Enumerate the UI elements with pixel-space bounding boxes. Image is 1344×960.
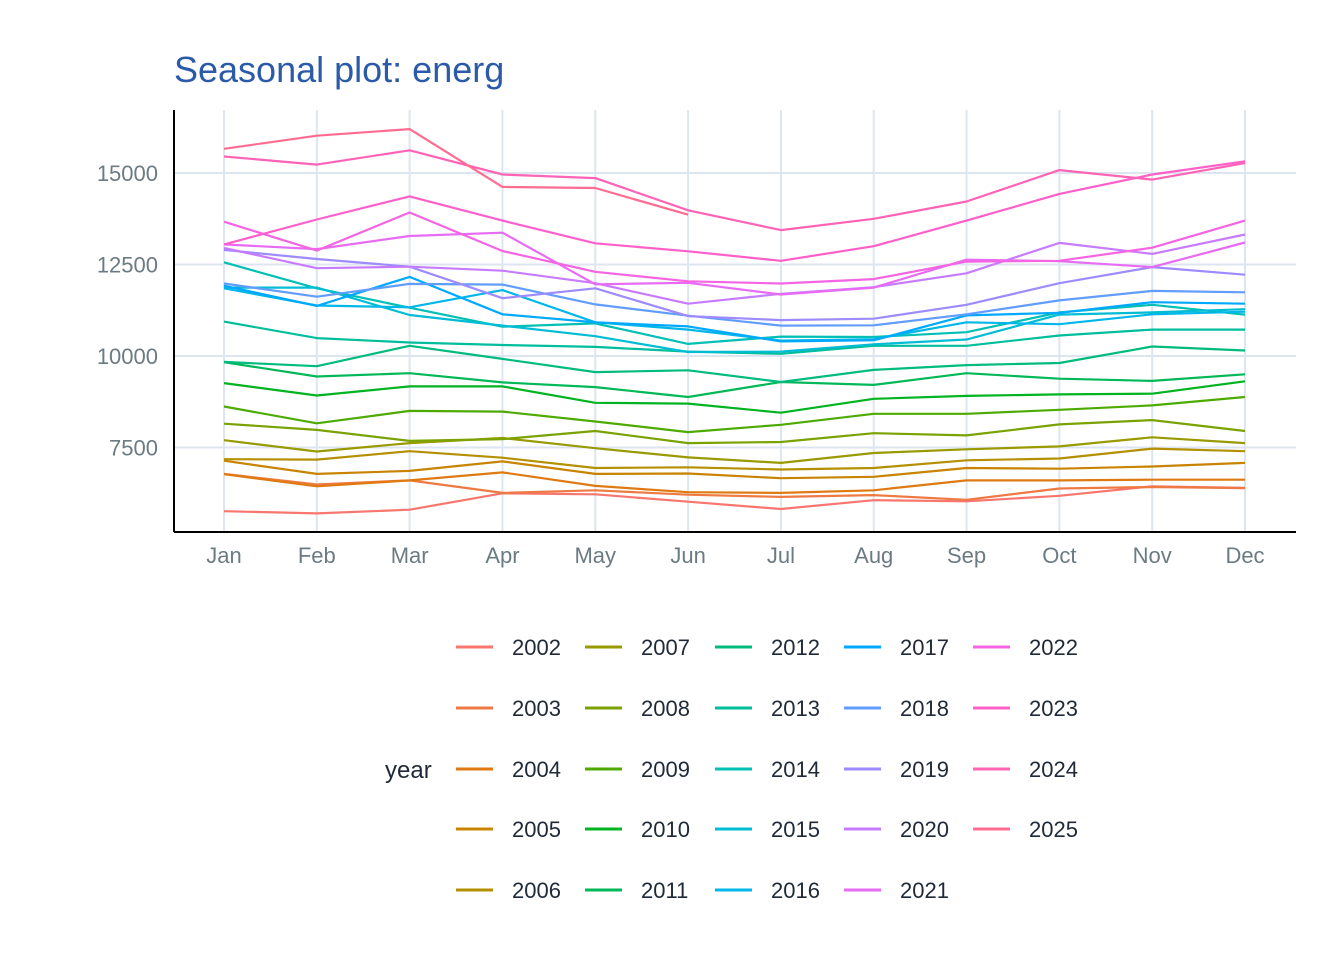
- series-line-2010: [223, 380, 1246, 414]
- legend-label: 2003: [512, 696, 561, 721]
- series-line-2024: [223, 149, 1246, 232]
- series-line-2013: [223, 320, 1245, 355]
- chart-title: Seasonal plot: energ: [174, 49, 504, 90]
- series-line-2003: [223, 472, 1246, 501]
- x-tick-label: Dec: [1225, 543, 1264, 568]
- legend-label: 2007: [641, 635, 690, 660]
- series-line-2007: [223, 436, 1246, 464]
- y-tick-label: 15000: [97, 161, 158, 186]
- series-line-2015: [224, 286, 1246, 354]
- y-axis-ticks: 7500 10000 12500 15000: [97, 161, 158, 461]
- x-tick-label: Nov: [1133, 543, 1172, 568]
- legend-label: 2015: [771, 817, 820, 842]
- legend-label: 2004: [512, 757, 561, 782]
- legend-label: 2008: [641, 696, 690, 721]
- legend-label: 2002: [512, 635, 561, 660]
- legend-label: 2024: [1029, 757, 1078, 782]
- series-line-2008: [223, 419, 1246, 445]
- legend: year 2002 2003 2004 2005 2006 2007 2008 2009 201…: [385, 635, 1078, 903]
- x-tick-label: Oct: [1042, 543, 1076, 568]
- x-tick-label: Feb: [298, 543, 336, 568]
- legend-label: 2017: [900, 635, 949, 660]
- legend-label: 2014: [771, 757, 820, 782]
- legend-label: 2009: [641, 757, 690, 782]
- legend-label: 2020: [900, 817, 949, 842]
- legend-label: 2006: [512, 878, 561, 903]
- legend-label: 2023: [1029, 696, 1078, 721]
- series-line-2017: [223, 275, 1246, 343]
- x-tick-label: Jul: [767, 543, 795, 568]
- series-line-2009: [223, 395, 1246, 434]
- legend-label: 2016: [771, 878, 820, 903]
- series-line-2016: [223, 287, 1246, 342]
- legend-label: 2019: [900, 757, 949, 782]
- x-tick-label: Mar: [391, 543, 429, 568]
- y-tick-label: 12500: [97, 253, 158, 278]
- x-tick-label: Aug: [854, 543, 893, 568]
- x-tick-label: Jun: [670, 543, 705, 568]
- legend-title: year: [385, 757, 432, 784]
- x-tick-label: Jan: [206, 543, 241, 568]
- series-line-2006: [223, 447, 1246, 471]
- legend-label: 2013: [771, 696, 820, 721]
- x-axis-ticks: Jan Feb Mar Apr May Jun Jul Aug Sep Oct Nov Dec: [206, 543, 1264, 568]
- series-line-2004: [223, 471, 1245, 494]
- series-lines: [223, 128, 1246, 515]
- legend-label: 2018: [900, 696, 949, 721]
- series-line-2012: [223, 344, 1246, 384]
- legend-label: 2012: [771, 635, 820, 660]
- legend-label: 2025: [1029, 817, 1078, 842]
- y-tick-label: 7500: [109, 436, 158, 461]
- series-line-2020: [223, 233, 1246, 305]
- x-tick-label: Apr: [485, 543, 519, 568]
- series-line-2022: [223, 211, 1246, 285]
- series-line-2018: [223, 282, 1246, 327]
- y-tick-label: 10000: [97, 344, 158, 369]
- legend-label: 2022: [1029, 635, 1078, 660]
- legend-label: 2010: [641, 817, 690, 842]
- series-line-2014: [223, 261, 1246, 345]
- x-tick-label: May: [574, 543, 616, 568]
- series-line-2021: [223, 231, 1246, 296]
- series-line-2005: [223, 459, 1246, 480]
- legend-label: 2021: [900, 878, 949, 903]
- series-line-2002: [223, 485, 1246, 515]
- series-line-2023: [223, 160, 1246, 262]
- series-line-2011: [223, 361, 1246, 399]
- series-line-2019: [223, 248, 1246, 322]
- series-line-2025: [223, 128, 689, 216]
- x-tick-label: Sep: [947, 543, 986, 568]
- legend-label: 2011: [641, 878, 688, 903]
- legend-label: 2005: [512, 817, 561, 842]
